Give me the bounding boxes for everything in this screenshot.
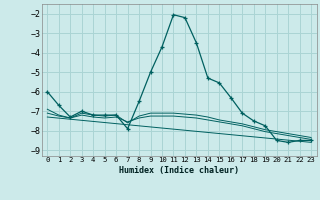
X-axis label: Humidex (Indice chaleur): Humidex (Indice chaleur) <box>119 166 239 175</box>
